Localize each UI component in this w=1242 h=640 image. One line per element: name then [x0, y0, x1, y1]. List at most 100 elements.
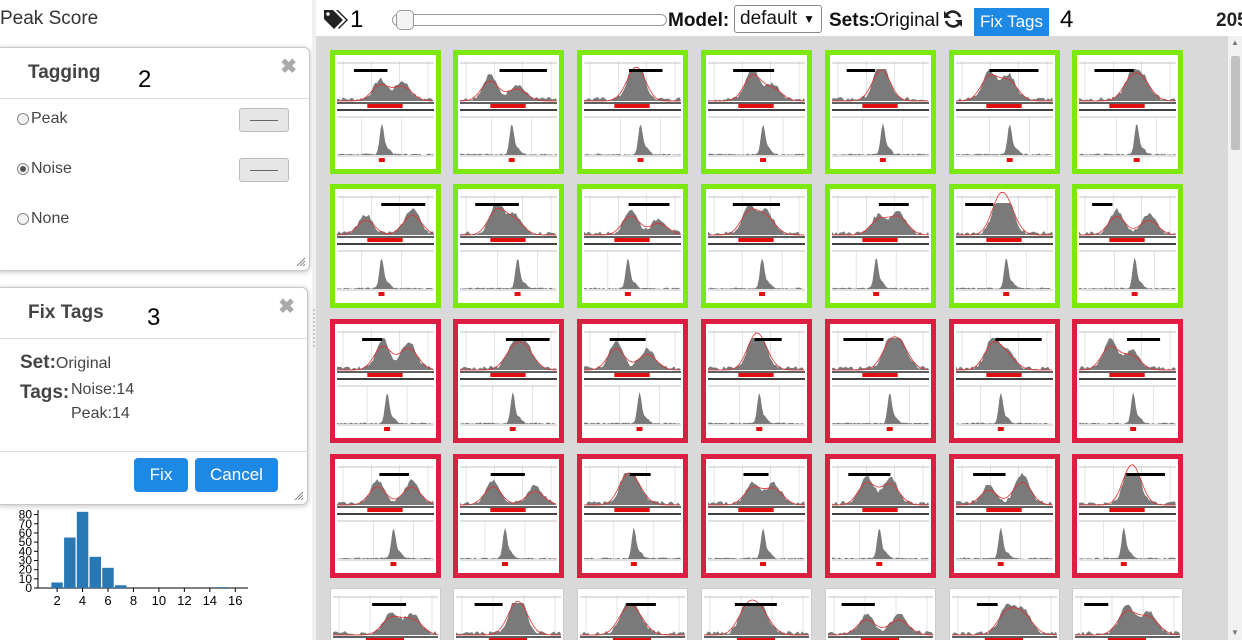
- scroll-up-arrow-icon[interactable]: ▲: [1231, 38, 1239, 47]
- thumbnail-plot: [830, 55, 931, 169]
- thumb-gene-bar: [989, 69, 1039, 72]
- peak-thumbnail[interactable]: [701, 184, 812, 308]
- thumb-background: [830, 324, 931, 438]
- dropdown-arrow-icon: ▼: [803, 12, 815, 26]
- radio-none[interactable]: None: [17, 210, 69, 228]
- thumb-peak-marker: [876, 562, 883, 566]
- thumbnail-plot: [954, 459, 1055, 573]
- peak-thumbnail[interactable]: [701, 588, 812, 640]
- thumb-gene-bar: [1126, 338, 1161, 341]
- close-icon[interactable]: ✖: [278, 296, 295, 318]
- fix-tags-panel-header[interactable]: Fix Tags 3 ✖: [0, 288, 307, 339]
- peak-thumbnail[interactable]: [701, 454, 812, 578]
- peak-thumbnail[interactable]: [949, 588, 1060, 640]
- radio-noise[interactable]: Noise: [17, 160, 72, 178]
- peak-thumbnail[interactable]: [1072, 454, 1183, 578]
- thumb-peak-marker: [378, 158, 385, 162]
- peak-thumbnail[interactable]: [330, 184, 441, 308]
- thumb-peak-region: [490, 238, 526, 242]
- peak-thumbnail[interactable]: [577, 184, 688, 308]
- grid-scrollbar[interactable]: [1228, 36, 1242, 640]
- peak-thumbnail[interactable]: [1072, 588, 1183, 640]
- thumb-signal-area: [460, 203, 557, 235]
- result-count: 205: [1216, 10, 1242, 31]
- thumb-zoomed-out-signal: [337, 394, 434, 424]
- threshold-slider-thumb[interactable]: [396, 10, 414, 30]
- peak-thumbnail[interactable]: [1072, 184, 1183, 308]
- scroll-down-arrow-icon[interactable]: ▼: [1231, 628, 1239, 637]
- hist-x-tick-label: 2: [53, 593, 60, 608]
- thumb-model-curve: [703, 599, 810, 636]
- divider-grip-icon[interactable]: [312, 308, 316, 348]
- resize-grip-icon[interactable]: [295, 256, 305, 266]
- noise-line-style-button[interactable]: [239, 158, 289, 182]
- thumb-zoomed-out-signal: [1079, 526, 1176, 559]
- peak-thumbnail[interactable]: [453, 454, 564, 578]
- cancel-button[interactable]: Cancel: [195, 458, 278, 492]
- thumbnail-plot: [1077, 459, 1178, 573]
- peak-thumbnail[interactable]: [453, 319, 564, 443]
- close-icon[interactable]: ✖: [280, 56, 297, 78]
- thumbnail-plot: [706, 189, 807, 303]
- radio-none-circle[interactable]: [17, 213, 29, 225]
- peak-thumbnail[interactable]: [825, 319, 936, 443]
- peak-thumbnail[interactable]: [577, 454, 688, 578]
- thumb-zoomed-out-signal: [708, 392, 805, 424]
- tagging-panel: Tagging 2 ✖ Peak Noise None: [0, 47, 310, 271]
- thumb-peak-region: [984, 638, 1024, 640]
- peak-thumbnail[interactable]: [453, 50, 564, 174]
- peak-thumbnail[interactable]: [825, 50, 936, 174]
- thumb-signal-area: [832, 211, 929, 235]
- resize-grip-icon[interactable]: [293, 490, 303, 500]
- peak-thumbnail[interactable]: [330, 454, 441, 578]
- thumb-background: [335, 459, 436, 573]
- peak-thumbnail[interactable]: [949, 50, 1060, 174]
- thumb-model-curve: [707, 74, 805, 102]
- scrollbar-thumb[interactable]: [1231, 56, 1240, 150]
- peak-thumbnail[interactable]: [1072, 319, 1183, 443]
- radio-peak[interactable]: Peak: [17, 110, 67, 128]
- radio-none-label: None: [31, 210, 70, 227]
- threshold-slider-track[interactable]: [392, 14, 667, 26]
- peak-thumbnail[interactable]: [577, 50, 688, 174]
- fix-tags-button[interactable]: Fix Tags: [974, 8, 1049, 36]
- thumbnail-plot: [1077, 189, 1178, 303]
- thumb-gene-bar: [505, 338, 550, 341]
- peak-thumbnail[interactable]: [825, 588, 936, 640]
- thumb-peak-region: [1109, 104, 1145, 108]
- peak-thumbnail[interactable]: [330, 588, 441, 640]
- peak-thumbnail[interactable]: [825, 184, 936, 308]
- peak-thumbnail[interactable]: [1072, 50, 1183, 174]
- thumb-signal-area: [708, 338, 805, 370]
- tags-icon[interactable]: [322, 8, 350, 30]
- thumbnail-plot: [706, 55, 807, 169]
- peak-line-style-button[interactable]: [239, 108, 289, 132]
- peak-thumbnail[interactable]: [330, 50, 441, 174]
- thumb-signal-area: [956, 203, 1053, 235]
- peak-thumbnail[interactable]: [330, 319, 441, 443]
- refresh-icon[interactable]: [942, 8, 964, 30]
- peak-thumbnail[interactable]: [949, 454, 1060, 578]
- tagging-panel-header[interactable]: Tagging 2 ✖: [0, 48, 309, 99]
- thumb-model-curve: [336, 345, 434, 371]
- peak-thumbnail[interactable]: [825, 454, 936, 578]
- thumb-gene-bar: [733, 69, 775, 72]
- peak-thumbnail[interactable]: [577, 319, 688, 443]
- radio-peak-circle[interactable]: [17, 113, 29, 125]
- radio-noise-circle[interactable]: [17, 163, 29, 175]
- hist-bar: [51, 582, 63, 588]
- peak-thumbnail[interactable]: [949, 184, 1060, 308]
- peak-thumbnail[interactable]: [577, 588, 688, 640]
- peak-thumbnail[interactable]: [701, 50, 812, 174]
- peak-thumbnail[interactable]: [453, 588, 564, 640]
- thumb-peak-region: [490, 373, 526, 377]
- thumb-model-curve: [955, 341, 1053, 371]
- peak-thumbnail[interactable]: [949, 319, 1060, 443]
- hist-x-tick-label: 10: [152, 593, 166, 608]
- model-select[interactable]: default ▼: [734, 5, 822, 33]
- thumbnail-plot: [454, 589, 563, 640]
- fix-button[interactable]: Fix: [134, 458, 188, 492]
- noise-count: Noise:14: [71, 381, 135, 398]
- peak-thumbnail[interactable]: [453, 184, 564, 308]
- peak-thumbnail[interactable]: [701, 319, 812, 443]
